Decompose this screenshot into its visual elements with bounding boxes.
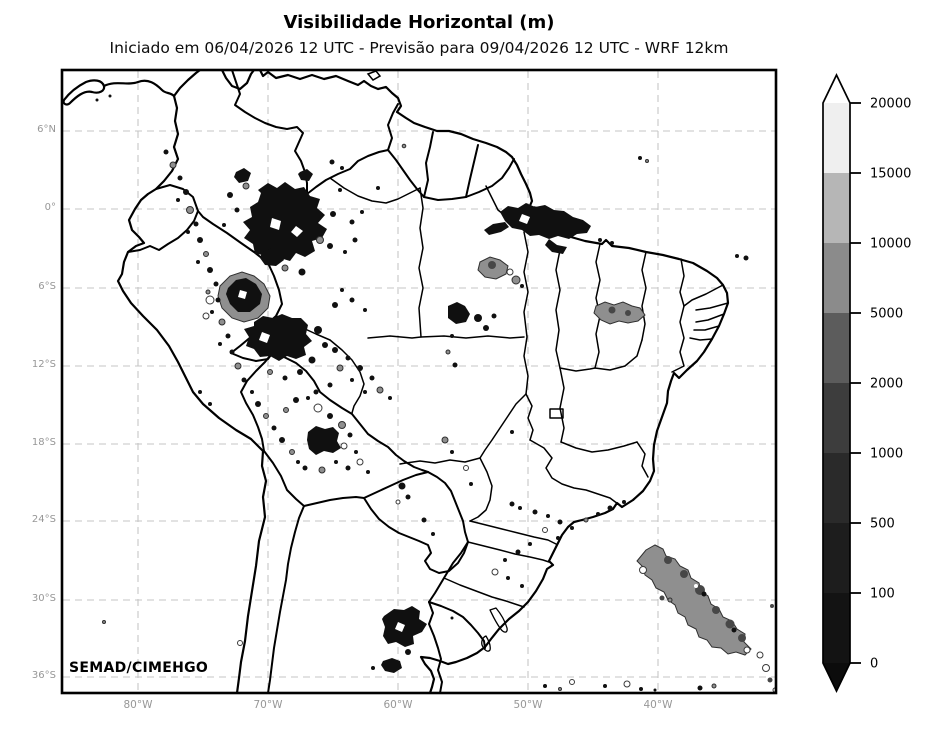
lat-tick-label: 30°S bbox=[31, 593, 56, 604]
atlantic-coastline bbox=[220, 70, 730, 693]
lat-tick-label: 12°S bbox=[31, 359, 56, 370]
lat-tick-label: 0° bbox=[44, 202, 56, 213]
colorbar-tick-label: 10000 bbox=[870, 237, 911, 252]
colorbar-tick-label: 100 bbox=[870, 587, 895, 602]
colorbar-tick-label: 1000 bbox=[870, 447, 903, 462]
lon-tick-label: 70°W bbox=[253, 699, 283, 711]
colorbar-under-arrow bbox=[823, 663, 850, 691]
watermark-label: SEMAD/CIMEHGO bbox=[69, 660, 209, 676]
colorbar-tick-label: 500 bbox=[870, 517, 895, 532]
colorbar-segment bbox=[823, 103, 850, 173]
coastline-borders bbox=[62, 70, 730, 693]
trinidad-island bbox=[366, 70, 382, 81]
colorbar-segment bbox=[823, 173, 850, 243]
lat-tick-label: 6°S bbox=[38, 281, 56, 292]
lon-tick-label: 60°W bbox=[383, 699, 413, 711]
lon-tick-label: 80°W bbox=[123, 699, 153, 711]
colorbar-tick-label: 20000 bbox=[870, 97, 911, 112]
lat-tick-label: 6°N bbox=[37, 124, 56, 135]
lat-tick-label: 24°S bbox=[31, 514, 56, 525]
lon-tick-label: 40°W bbox=[643, 699, 673, 711]
lon-tick-label: 50°W bbox=[513, 699, 543, 711]
colorbar-segment bbox=[823, 593, 850, 663]
colorbar-segment bbox=[823, 313, 850, 383]
pacific-coastline bbox=[116, 94, 268, 693]
figure-subtitle: Iniciado em 06/04/2026 12 UTC - Previsão… bbox=[109, 39, 729, 57]
colorbar-segment bbox=[823, 453, 850, 523]
andes-speckles bbox=[163, 149, 300, 464]
panama-coastline bbox=[62, 79, 106, 106]
colorbar-segment bbox=[823, 243, 850, 313]
colorbar: 0 100 500 1000 2000 5000 10000 15000 20000 bbox=[822, 73, 911, 693]
lat-tick-label: 18°S bbox=[31, 437, 56, 448]
colorbar-segment bbox=[823, 383, 850, 453]
figure-title: Visibilidade Horizontal (m) bbox=[283, 12, 555, 33]
colorbar-segment bbox=[823, 523, 850, 593]
colorbar-over-arrow bbox=[823, 75, 850, 103]
colorbar-tick-label: 5000 bbox=[870, 307, 903, 322]
low-visibility-field bbox=[102, 143, 776, 693]
state-borders bbox=[275, 177, 729, 608]
graticule-gridlines bbox=[63, 71, 775, 692]
colorbar-tick-label: 15000 bbox=[870, 167, 911, 182]
offshore-fog-band bbox=[636, 544, 776, 693]
country-borders bbox=[127, 70, 515, 693]
lat-tick-label: 36°S bbox=[31, 670, 56, 681]
distrito-federal-outline bbox=[549, 408, 564, 419]
colorbar-tick-label: 0 bbox=[870, 657, 878, 672]
map-frame bbox=[60, 68, 778, 695]
colorbar-tick-label: 2000 bbox=[870, 377, 903, 392]
